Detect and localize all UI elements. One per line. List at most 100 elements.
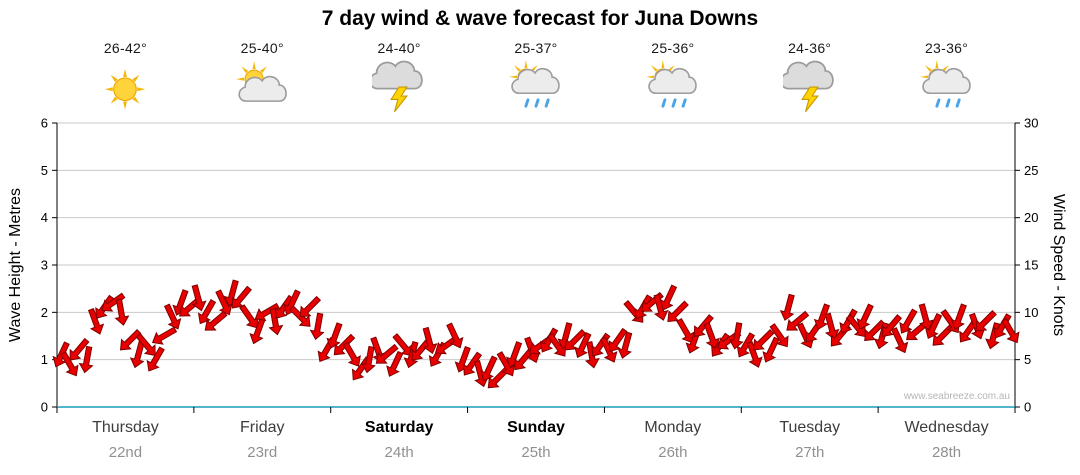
day-name: Friday (240, 419, 285, 436)
day-date: 27th (795, 444, 825, 461)
sun-ray (508, 75, 517, 79)
wind-arrow (78, 345, 94, 374)
right-tick-label: 5 (1024, 352, 1031, 367)
day-date: 28th (931, 444, 962, 461)
sun-ray (645, 75, 654, 79)
wind-arrow (824, 312, 840, 340)
wind-arrow (653, 293, 669, 321)
right-tick-label: 30 (1024, 116, 1038, 131)
day-label-saturday: Saturday 24th (331, 419, 468, 461)
raindrop (955, 98, 961, 108)
cloud-shape (372, 60, 423, 90)
wind-arrow (882, 314, 903, 338)
sun-ray (935, 60, 938, 68)
cloud-shape (511, 67, 560, 95)
wind-arrow (728, 322, 744, 350)
day-header-friday: 25-40° (194, 40, 331, 114)
raindrop (681, 98, 687, 108)
wind-arrow (326, 322, 343, 349)
sun-ray (524, 60, 528, 68)
day-name: Saturday (364, 419, 434, 436)
weather-icon-partly-cloudy (236, 61, 288, 102)
day-date: 24th (384, 444, 414, 461)
wind-arrow (446, 322, 464, 349)
temp-range: 25-40° (240, 40, 284, 56)
day-header-sunday: 25-37° (468, 40, 605, 114)
wind-arrow (899, 308, 918, 334)
gridlines (57, 122, 1015, 361)
wind-arrow (950, 303, 967, 331)
day-label-monday: Monday 26th (604, 419, 741, 461)
wind-arrow (703, 322, 720, 349)
wind-arrow (87, 308, 105, 335)
wind-arrow (135, 333, 156, 357)
temp-range: 24-36° (788, 40, 832, 56)
day-header-saturday: 24-40° (331, 40, 468, 114)
wind-arrow (403, 341, 419, 369)
day-label-wednesday: Wednesday 28th (878, 419, 1015, 461)
day-name: Thursday (92, 419, 159, 436)
day-label-tuesday: Tuesday 27th (741, 419, 878, 461)
cloud-shape (782, 60, 834, 90)
sun-ray (132, 96, 140, 104)
temp-range: 25-36° (651, 40, 695, 56)
sun-ray (661, 60, 665, 68)
chart-title: 7 day wind & wave forecast for Juna Down… (321, 7, 759, 30)
sun-ray (236, 77, 245, 81)
wind-arrow (191, 284, 207, 312)
wind-arrow (360, 345, 376, 374)
day-name: Wednesday (904, 419, 989, 436)
left-axis-ticks: 0 1 2 3 4 5 6 (41, 116, 57, 415)
day-name: Tuesday (779, 419, 841, 436)
left-tick-label: 6 (41, 116, 48, 131)
wind-arrow (496, 351, 515, 377)
weather-icon-thunderstorm (782, 60, 834, 113)
wind-arrow (101, 292, 126, 312)
sun-ray (123, 69, 128, 78)
wind-arrow (422, 326, 438, 355)
wind-arrow (60, 351, 79, 377)
wind-arrow (268, 307, 284, 336)
sun-ray (650, 64, 658, 72)
lightning-bolt (800, 86, 819, 113)
sun-ray (111, 96, 119, 104)
wind-arrow (309, 312, 325, 341)
raindrop (524, 98, 530, 108)
wind-arrow (659, 284, 678, 311)
wind-arrow (146, 346, 165, 372)
raindrop (661, 98, 667, 108)
day-name: Monday (644, 419, 702, 436)
day-label-friday: Friday 23rd (194, 419, 331, 461)
temp-range: 25-37° (514, 40, 558, 56)
wind-arrow (114, 298, 130, 326)
raindrop (671, 98, 677, 108)
left-tick-label: 0 (41, 400, 48, 415)
wind-arrow (215, 289, 233, 316)
wind-arrow (608, 327, 628, 352)
wind-arrow (676, 318, 695, 344)
weather-icon-sun-showers (645, 60, 697, 108)
wind-arrow (693, 314, 714, 338)
wind-arrow (736, 332, 756, 358)
wind-arrow (975, 310, 997, 332)
wind-arrow (769, 323, 789, 348)
right-axis-ticks: 0 5 10 15 20 25 30 (1015, 116, 1038, 415)
left-tick-label: 1 (41, 352, 48, 367)
wind-arrow (746, 341, 763, 368)
wind-arrow (375, 343, 399, 364)
temp-range: 23-36° (924, 40, 969, 56)
sun-ray (123, 101, 128, 110)
wind-arrow (463, 351, 483, 376)
wind-arrow (232, 285, 252, 309)
sun-ray (105, 87, 114, 92)
sun-ray (260, 66, 268, 74)
weather-icon-thunderstorm (372, 60, 423, 113)
right-tick-label: 10 (1024, 305, 1038, 320)
left-tick-label: 3 (41, 258, 48, 273)
right-tick-label: 25 (1024, 163, 1038, 178)
wind-arrow (386, 350, 404, 377)
sun-ray (111, 74, 119, 83)
